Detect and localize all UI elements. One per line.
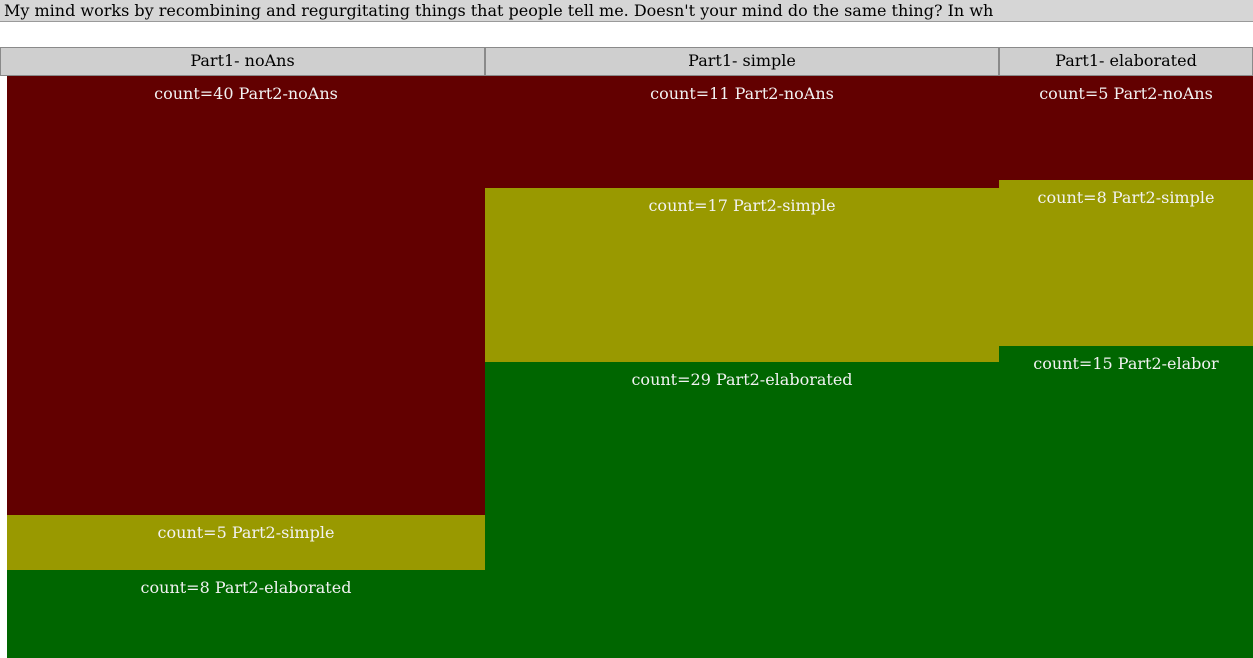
cell-label: count=5 Part2-noAns bbox=[1039, 84, 1213, 103]
column-header: Part1- noAns bbox=[0, 47, 485, 76]
cell-label: count=5 Part2-simple bbox=[157, 523, 335, 543]
cell-label: count=8 Part2-simple bbox=[1037, 187, 1215, 207]
mosaic-cell-noAns: count=11 Part2-noAns bbox=[485, 76, 999, 189]
mosaic-cell-noAns: count=40 Part2-noAns bbox=[7, 76, 485, 516]
mosaic-cell-elaborated: count=15 Part2-elabor bbox=[999, 346, 1253, 658]
cell-label: count=15 Part2-elabor bbox=[1033, 354, 1219, 374]
cell-label: count=11 Part2-noAns bbox=[650, 84, 834, 103]
mosaic-cell-noAns: count=5 Part2-noAns bbox=[999, 76, 1253, 180]
column-header: Part1- simple bbox=[485, 47, 999, 76]
mosaic-cell-simple: count=8 Part2-simple bbox=[999, 179, 1253, 347]
cell-label: count=40 Part2-noAns bbox=[154, 84, 338, 103]
cell-label: count=29 Part2-elaborated bbox=[631, 369, 853, 389]
mosaic-cell-simple: count=17 Part2-simple bbox=[485, 188, 999, 362]
question-text: My mind works by recombining and regurgi… bbox=[0, 0, 1253, 22]
mosaic-cell-elaborated: count=8 Part2-elaborated bbox=[7, 570, 485, 658]
cell-label: count=17 Part2-simple bbox=[648, 196, 836, 216]
cell-label: count=8 Part2-elaborated bbox=[140, 578, 352, 598]
mosaic-cell-elaborated: count=29 Part2-elaborated bbox=[485, 361, 999, 658]
column-header: Part1- elaborated bbox=[999, 47, 1253, 76]
mosaic-cell-simple: count=5 Part2-simple bbox=[7, 515, 485, 571]
